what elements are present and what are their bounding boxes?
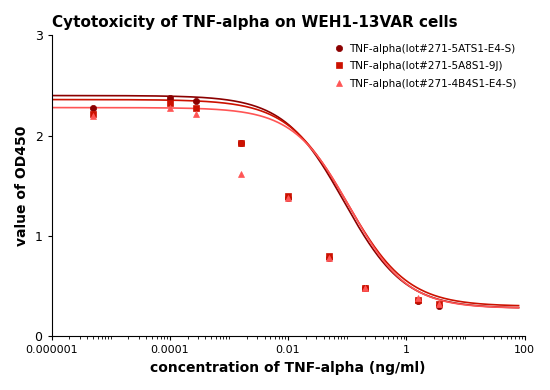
Line: TNF-alpha(lot#271-5A8S1-9J): TNF-alpha(lot#271-5A8S1-9J) bbox=[90, 99, 442, 307]
TNF-alpha(lot#271-4B4S1-E4-S) bbox=[326, 256, 333, 261]
TNF-alpha(lot#271-5ATS1-E4-S) bbox=[361, 286, 368, 291]
TNF-alpha(lot#271-5A8S1-9J) bbox=[193, 105, 200, 110]
TNF-alpha(lot#271-5A8S1-9J) bbox=[415, 298, 421, 303]
TNF-alpha(lot#271-5A8S1-9J) bbox=[167, 100, 173, 105]
Legend: TNF-alpha(lot#271-5ATS1-E4-S), TNF-alpha(lot#271-5A8S1-9J), TNF-alpha(lot#271-4B: TNF-alpha(lot#271-5ATS1-E4-S), TNF-alpha… bbox=[332, 41, 519, 92]
TNF-alpha(lot#271-4B4S1-E4-S) bbox=[415, 296, 421, 301]
Text: Cytotoxicity of TNF-alpha on WEH1-13VAR cells: Cytotoxicity of TNF-alpha on WEH1-13VAR … bbox=[52, 15, 457, 30]
TNF-alpha(lot#271-4B4S1-E4-S) bbox=[238, 172, 244, 176]
TNF-alpha(lot#271-5A8S1-9J) bbox=[326, 254, 333, 259]
TNF-alpha(lot#271-5ATS1-E4-S) bbox=[326, 256, 333, 261]
TNF-alpha(lot#271-5ATS1-E4-S) bbox=[193, 98, 200, 103]
Line: TNF-alpha(lot#271-5ATS1-E4-S): TNF-alpha(lot#271-5ATS1-E4-S) bbox=[90, 94, 442, 309]
TNF-alpha(lot#271-5A8S1-9J) bbox=[361, 286, 368, 291]
TNF-alpha(lot#271-5A8S1-9J) bbox=[285, 193, 292, 198]
TNF-alpha(lot#271-4B4S1-E4-S) bbox=[193, 111, 200, 116]
TNF-alpha(lot#271-4B4S1-E4-S) bbox=[285, 195, 292, 200]
TNF-alpha(lot#271-5ATS1-E4-S) bbox=[285, 195, 292, 200]
TNF-alpha(lot#271-5A8S1-9J) bbox=[238, 140, 244, 145]
TNF-alpha(lot#271-5ATS1-E4-S) bbox=[436, 304, 442, 308]
TNF-alpha(lot#271-4B4S1-E4-S) bbox=[361, 286, 368, 291]
TNF-alpha(lot#271-4B4S1-E4-S) bbox=[90, 113, 96, 118]
Line: TNF-alpha(lot#271-4B4S1-E4-S): TNF-alpha(lot#271-4B4S1-E4-S) bbox=[90, 105, 442, 307]
X-axis label: concentration of TNF-alpha (ng/ml): concentration of TNF-alpha (ng/ml) bbox=[150, 361, 426, 375]
TNF-alpha(lot#271-4B4S1-E4-S) bbox=[436, 302, 442, 307]
Y-axis label: value of OD450: value of OD450 bbox=[15, 126, 29, 246]
TNF-alpha(lot#271-5A8S1-9J) bbox=[436, 302, 442, 307]
TNF-alpha(lot#271-4B4S1-E4-S) bbox=[167, 105, 173, 110]
TNF-alpha(lot#271-5ATS1-E4-S) bbox=[167, 95, 173, 100]
TNF-alpha(lot#271-5ATS1-E4-S) bbox=[90, 105, 96, 110]
TNF-alpha(lot#271-5A8S1-9J) bbox=[90, 111, 96, 116]
TNF-alpha(lot#271-5ATS1-E4-S) bbox=[415, 299, 421, 304]
TNF-alpha(lot#271-5ATS1-E4-S) bbox=[238, 140, 244, 145]
